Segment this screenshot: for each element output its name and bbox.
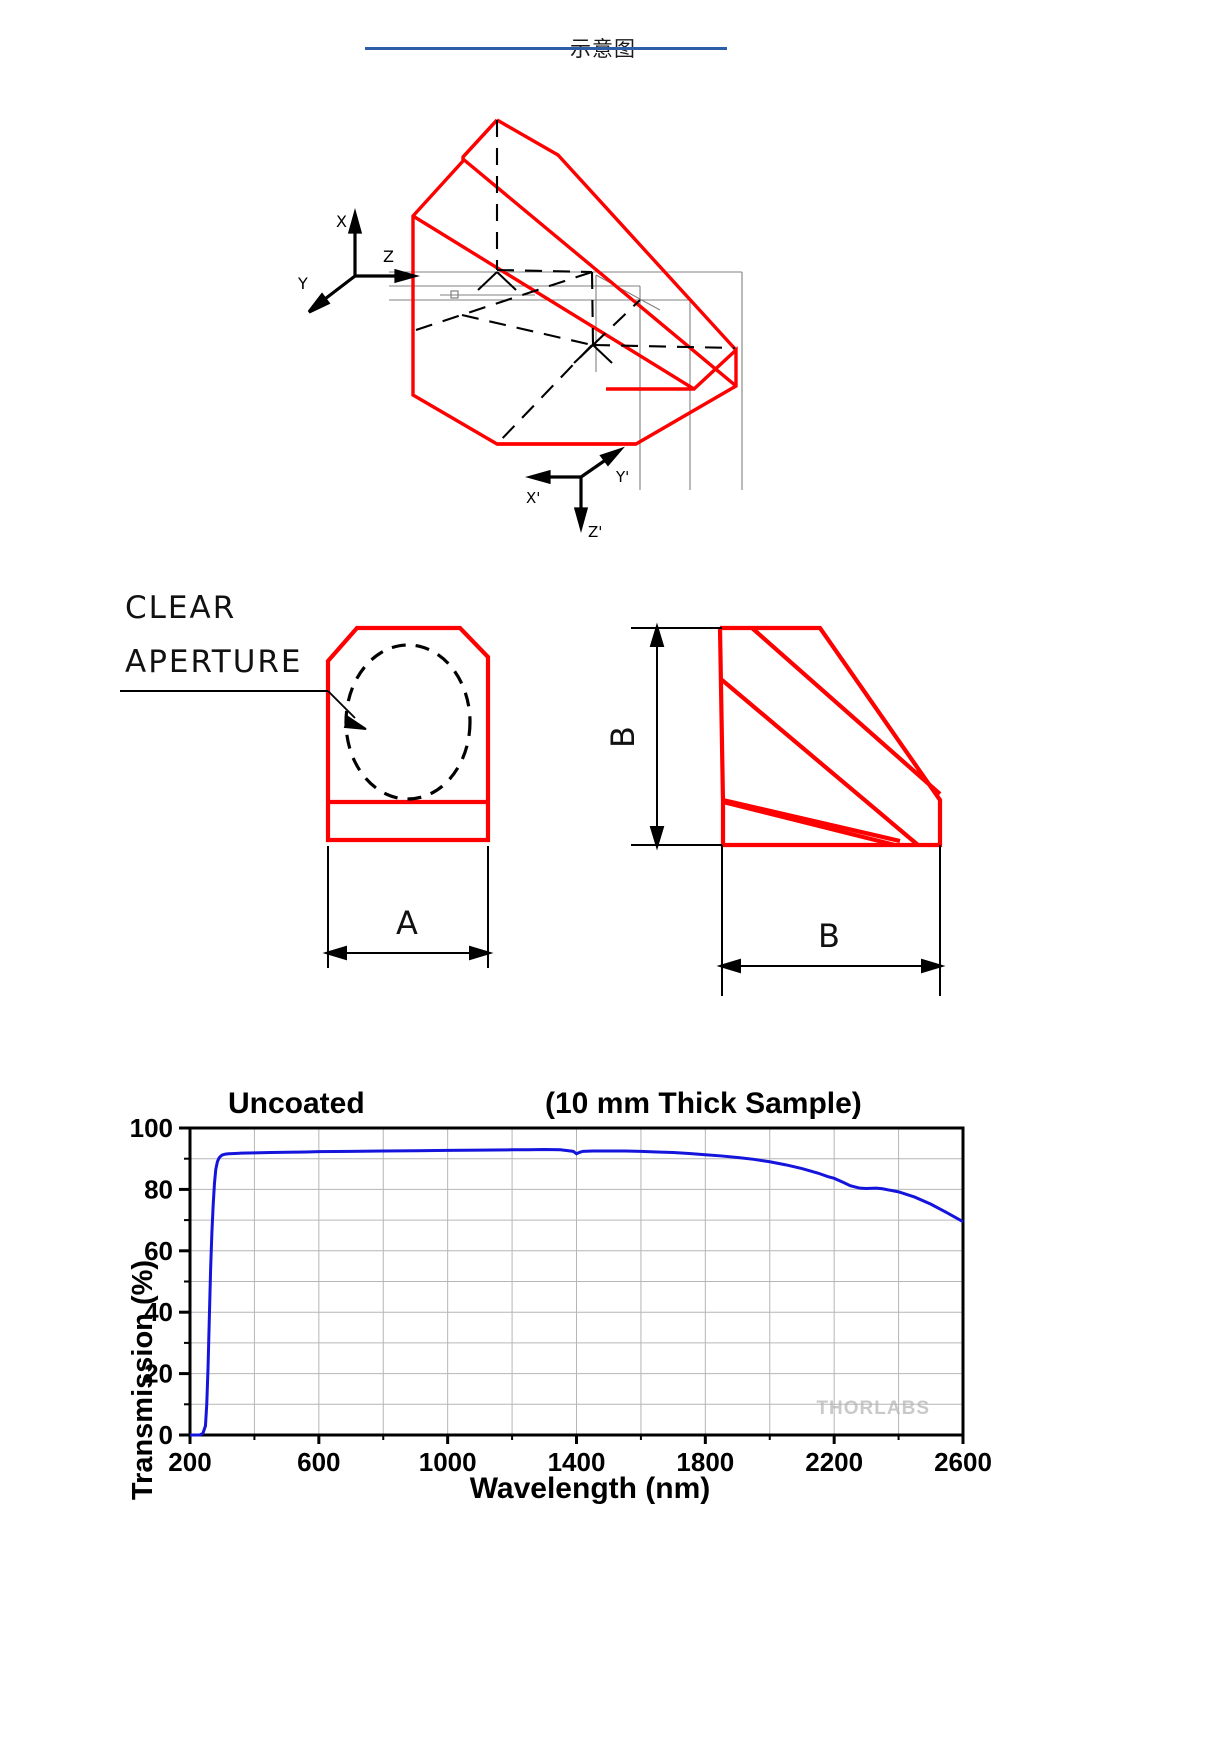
axis-label-y: Y: [297, 274, 308, 293]
clear-aperture-ellipse: [344, 643, 472, 801]
axis-label-x-prime: X': [526, 489, 540, 507]
chart-ytick-label: 60: [144, 1236, 173, 1266]
title-underline-rule: [365, 47, 727, 50]
chart-xtick-label: 600: [297, 1447, 340, 1477]
axis-label-z: Z: [383, 247, 394, 266]
dimension-b-vertical: [631, 622, 722, 851]
chart-ytick-label: 80: [144, 1174, 173, 1204]
chart-ytick-label: 20: [144, 1359, 173, 1389]
chart-ytick-label: 0: [159, 1420, 173, 1450]
dimension-b-horizontal: [716, 845, 946, 996]
axis-label-y-prime: Y': [615, 468, 629, 486]
chart-xtick-label: 1000: [419, 1447, 477, 1477]
chart-xtick-label: 200: [168, 1447, 211, 1477]
thorlabs-watermark: THORLABS: [816, 1398, 930, 1419]
chart-title-right: (10 mm Thick Sample): [545, 1087, 862, 1120]
secondary-axis-triad: X' Y' Z': [525, 446, 629, 541]
origin-marker: [450, 290, 459, 299]
chart-tick-labels: 200 600 1000 1400 1800 2200 2600 0 20 40 60 80 100: [130, 1113, 992, 1477]
chart-ytick-label: 40: [144, 1297, 173, 1327]
dimension-b-vertical-label: B: [604, 726, 642, 748]
axis-label-z-prime: Z': [588, 523, 602, 541]
transmission-chart: Uncoated (10 mm Thick Sample) Transmissi…: [0, 1080, 1206, 1510]
chart-ticks: [179, 1126, 965, 1444]
clear-aperture-label-line2: APERTURE: [125, 644, 303, 680]
chart-ytick-label: 100: [130, 1113, 173, 1143]
clear-aperture-leader: [120, 690, 367, 730]
front-view: CLEAR APERTURE A: [120, 590, 494, 968]
dimension-a-label: A: [396, 904, 418, 942]
chart-xtick-label: 2600: [934, 1447, 992, 1477]
hidden-edges: [415, 120, 736, 445]
chart-x-axis-label: Wavelength (nm): [470, 1472, 711, 1505]
clear-aperture-label-line1: CLEAR: [125, 590, 236, 626]
chart-xtick-label: 1400: [548, 1447, 606, 1477]
chart-grid-minor: [189, 1127, 964, 1436]
chart-series-line: [190, 1147, 964, 1437]
prism-outline: [411, 118, 738, 446]
projection-lines: [389, 271, 743, 490]
isometric-prism-view: X Y Z X' Y' Z': [297, 118, 743, 541]
side-view: B B: [604, 622, 946, 996]
chart-xtick-label: 1800: [676, 1447, 734, 1477]
primary-axis-triad: X Y Z: [297, 208, 420, 314]
chart-title-left: Uncoated: [228, 1087, 365, 1120]
chart-xtick-label: 2200: [805, 1447, 863, 1477]
vertex-leaders: [477, 271, 613, 364]
dimension-b-horizontal-label: B: [818, 917, 840, 955]
side-view-outline: [717, 625, 943, 848]
chart-canvas: Uncoated (10 mm Thick Sample) Transmissi…: [127, 1087, 992, 1505]
dimension-a: [322, 846, 494, 968]
chart-y-axis-label: Transmission (%): [127, 1260, 159, 1500]
front-view-outline: [325, 625, 491, 843]
axis-label-x: X: [336, 212, 347, 231]
